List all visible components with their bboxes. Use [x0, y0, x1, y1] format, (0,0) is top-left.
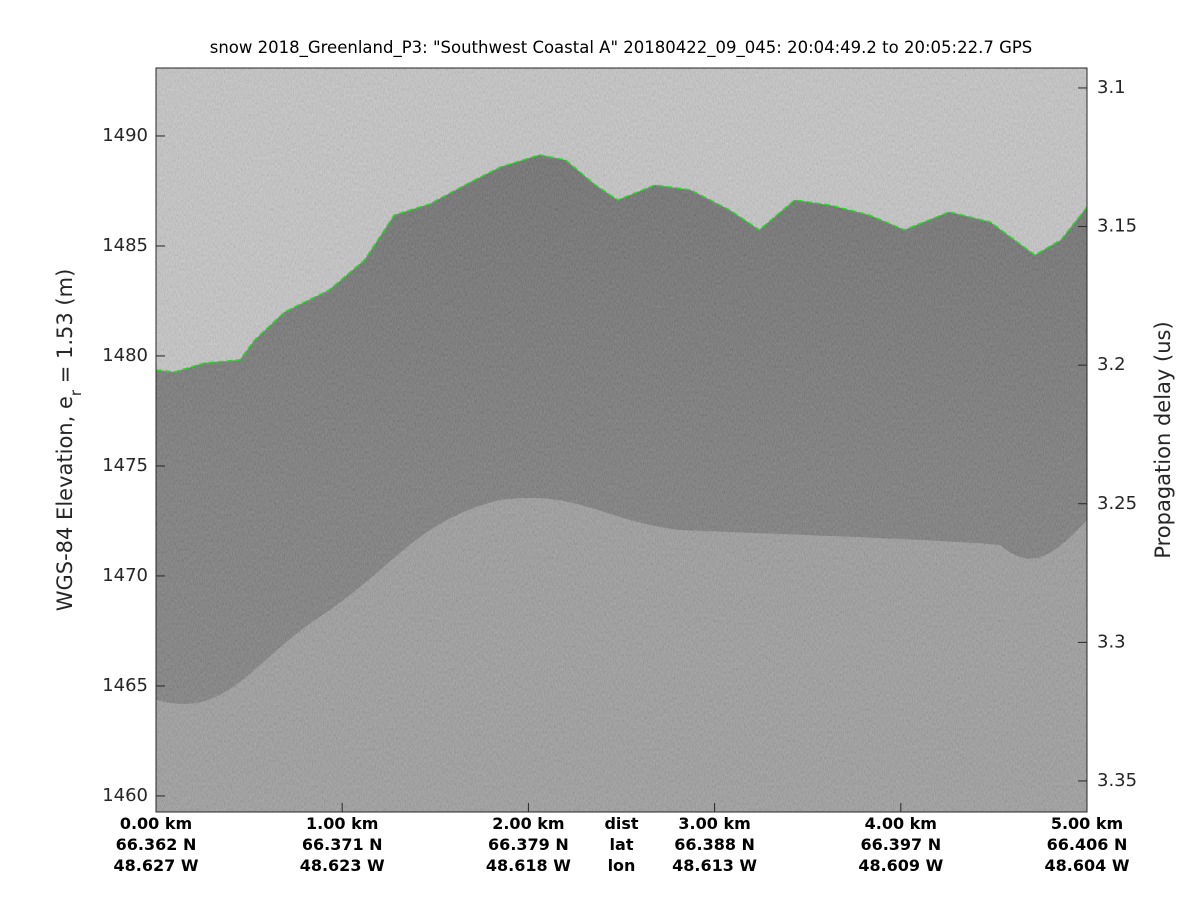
y-tick-label: 1475 [102, 455, 148, 476]
x-tick-lon: 48.618 W [486, 856, 571, 875]
y-axis-label: WGS-84 Elevation, er = 1.53 (m) [53, 269, 85, 612]
x-tick-lat: 66.371 N [302, 835, 383, 854]
y-tick-label: 1480 [102, 345, 148, 366]
y2-tick-label: 3.2 [1097, 354, 1126, 375]
y2-tick-label: 3.3 [1097, 631, 1126, 652]
x-tick-lat: 66.379 N [488, 835, 569, 854]
surface-line [156, 154, 1087, 373]
y-tick-label: 1465 [102, 675, 148, 696]
x-tick-label: 0.00 km [120, 814, 192, 833]
x-tick-lat: 66.406 N [1047, 835, 1128, 854]
x-tick-label: 3.00 km [678, 814, 750, 833]
x-tick-lat: 66.388 N [674, 835, 755, 854]
y2-axis-label: Propagation delay (us) [1151, 321, 1175, 558]
y2-tick-label: 3.35 [1097, 770, 1137, 791]
x-tick-label: 1.00 km [306, 814, 378, 833]
axes: 1460 1465 1470 1475 1480 1485 1490 3.1 3.15 3.2 3.… [102, 77, 1137, 875]
x-tick-lat: 66.397 N [860, 835, 941, 854]
y-tick-label: 1485 [102, 235, 148, 256]
x-tick-label: 2.00 km [492, 814, 564, 833]
x-tick-lon: 48.627 W [114, 856, 199, 875]
echogram-image [156, 68, 1087, 812]
x-tick-label: 4.00 km [865, 814, 937, 833]
x-tick-lon: 48.604 W [1045, 856, 1130, 875]
x-row-name: dist [604, 814, 638, 833]
x-tick-lat: 66.362 N [116, 835, 197, 854]
x-row-name: lat [610, 835, 634, 854]
x-row-name: lon [608, 856, 636, 875]
y2-tick-label: 3.15 [1097, 216, 1137, 237]
x-tick-lon: 48.609 W [858, 856, 943, 875]
chart-title: snow 2018_Greenland_P3: "Southwest Coast… [210, 38, 1033, 58]
speckle [156, 68, 1087, 812]
x-tick-label: 5.00 km [1051, 814, 1123, 833]
x-tick-lon: 48.623 W [300, 856, 385, 875]
y-label-main: WGS-84 Elevation, e [53, 396, 77, 611]
y-tick-label: 1460 [102, 785, 148, 806]
x-tick-lon: 48.613 W [672, 856, 757, 875]
y2-tick-label: 3.25 [1097, 493, 1137, 514]
y-tick-label: 1470 [102, 565, 148, 586]
y-label-rest: = 1.53 (m) [53, 269, 77, 390]
surface-trace [156, 154, 1087, 373]
y-tick-label: 1490 [102, 125, 148, 146]
axes-box [155, 67, 1088, 813]
y2-tick-label: 3.1 [1097, 77, 1126, 98]
y-label-sub: r [67, 389, 85, 396]
